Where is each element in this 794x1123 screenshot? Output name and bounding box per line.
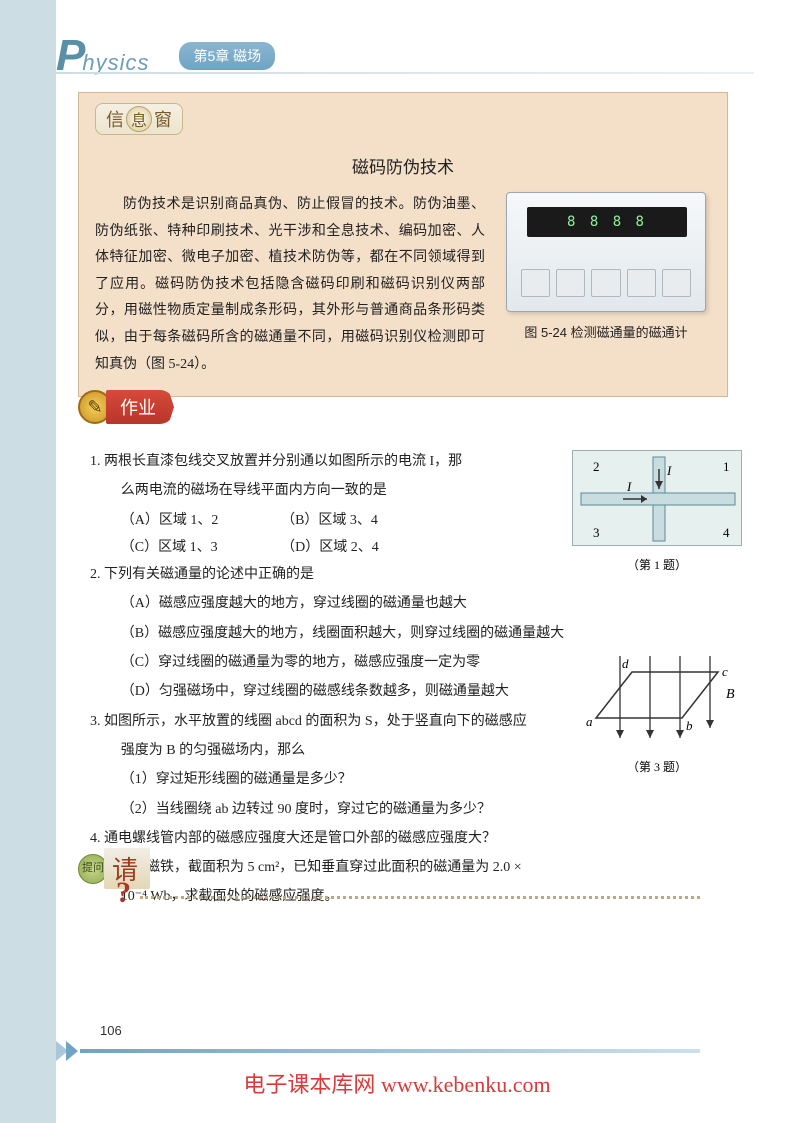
header-divider (56, 72, 754, 74)
q1-opt-c: （C）区域 1、3 (121, 534, 278, 561)
instrument-display: 8 8 8 8 (527, 207, 687, 237)
page-header: P hysics 第5章 磁场 (56, 36, 275, 76)
knob (521, 269, 550, 297)
figure-q1-svg: 2 1 3 4 I I (572, 450, 742, 546)
ask-dotted-line (140, 896, 700, 899)
homework-label: 作业 (106, 390, 174, 424)
watermark-url: www.kebenku.com (381, 1072, 551, 1097)
info-body: 防伪技术是识别商品真伪、防止假冒的技术。防伪油墨、防伪纸张、特种印刷技术、光干涉… (95, 192, 711, 378)
figure-q3: a b c d B （第 3 题） (572, 648, 742, 775)
figure-q1-caption: （第 1 题） (572, 556, 742, 573)
q3-sub2: （2）当线圈绕 ab 边转过 90 度时，穿过它的磁通量为多少？ (90, 796, 730, 823)
instrument-illustration: 8 8 8 8 (506, 192, 706, 312)
q1-opt-d: （D）区域 2、4 (281, 534, 438, 561)
info-panel-badge: 信 息 窗 (95, 103, 183, 135)
figure-q3-caption: （第 3 题） (572, 758, 742, 775)
badge-char-2: 息 (126, 106, 152, 132)
info-figure: 8 8 8 8 图 5-24 检测磁通量的磁通计 (501, 192, 711, 378)
badge-char-3: 窗 (154, 106, 172, 132)
instrument-controls (521, 269, 691, 297)
knob (662, 269, 691, 297)
q2-opt-a: （A）磁感应强度越大的地方，穿过线圈的磁通量也越大 (90, 590, 730, 617)
figure-q1: 2 1 3 4 I I （第 1 题） (572, 450, 742, 573)
svg-text:4: 4 (723, 525, 730, 540)
watermark-text: 电子课本库网 (243, 1072, 381, 1097)
info-title: 磁码防伪技术 (95, 153, 711, 178)
svg-text:3: 3 (593, 525, 600, 540)
badge-char-1: 信 (106, 106, 124, 132)
knob (556, 269, 585, 297)
q2-opt-b: （B）磁感应强度越大的地方，线圈面积越大，则穿过线圈的磁通量越大 (90, 620, 730, 647)
knob (627, 269, 656, 297)
question-mark-icon: ? (116, 876, 131, 910)
q4: 4. 通电螺线管内部的磁感应强度大还是管口外部的磁感应强度大？ (90, 825, 730, 852)
svg-text:I: I (626, 479, 632, 494)
page-footer: 106 (56, 1041, 700, 1061)
ask-section: 提问 请 (78, 848, 150, 889)
info-text: 防伪技术是识别商品真伪、防止假冒的技术。防伪油墨、防伪纸张、特种印刷技术、光干涉… (95, 192, 485, 378)
arrow-icon (66, 1041, 78, 1061)
svg-text:d: d (622, 656, 629, 671)
footer-bar (80, 1049, 700, 1053)
svg-text:2: 2 (593, 459, 600, 474)
svg-text:a: a (586, 714, 593, 729)
q5-line1: 5. 有一电磁铁，截面积为 5 cm²，已知垂直穿过此面积的磁通量为 2.0 × (90, 854, 730, 881)
watermark: 电子课本库网 www.kebenku.com (0, 1067, 794, 1099)
figure-q3-svg: a b c d B (572, 648, 742, 748)
svg-text:B: B (726, 687, 735, 702)
chapter-badge: 第5章 磁场 (179, 42, 275, 70)
left-margin-strip (0, 0, 56, 1123)
q1-opt-a: （A）区域 1、2 (121, 507, 278, 534)
svg-text:c: c (722, 664, 728, 679)
q1-opt-b: （B）区域 3、4 (281, 507, 438, 534)
svg-text:b: b (686, 718, 693, 733)
page-number: 106 (100, 1023, 122, 1038)
info-panel: 信 息 窗 磁码防伪技术 防伪技术是识别商品真伪、防止假冒的技术。防伪油墨、防伪… (78, 92, 728, 397)
svg-text:1: 1 (723, 459, 730, 474)
homework-badge: ✎ 作业 (78, 390, 174, 424)
svg-text:I: I (666, 463, 672, 478)
info-figure-caption: 图 5-24 检测磁通量的磁通计 (524, 322, 687, 341)
knob (591, 269, 620, 297)
